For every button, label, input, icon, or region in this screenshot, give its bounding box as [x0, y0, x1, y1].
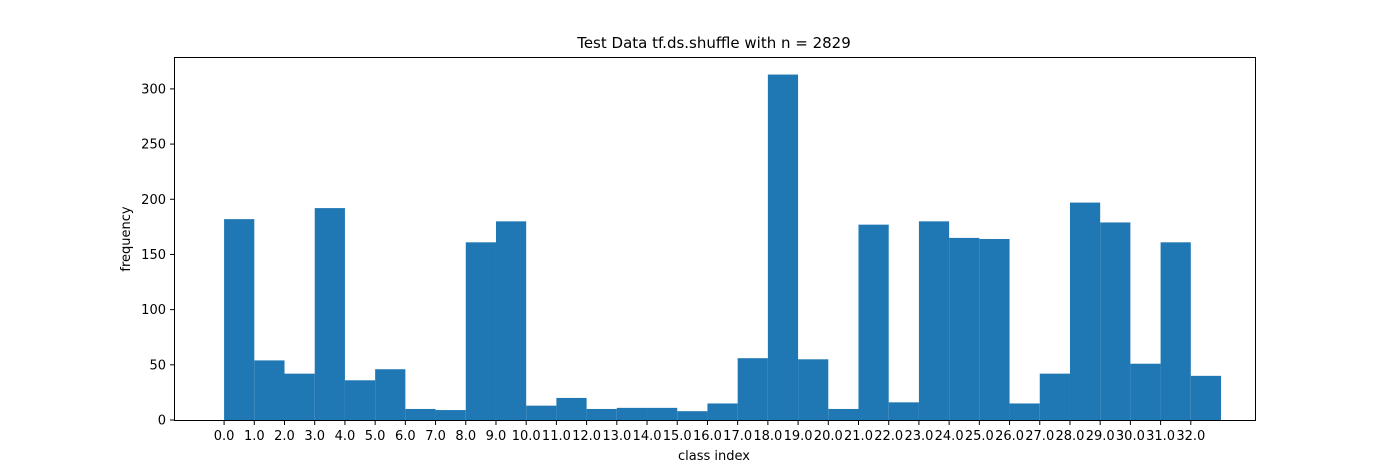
- y-axis-label: frequency: [119, 206, 134, 272]
- x-tick-label: 5.0: [365, 429, 386, 444]
- x-tick-label: 16.0: [693, 429, 722, 444]
- bar: [254, 360, 285, 420]
- x-tick-label: 2.0: [274, 429, 295, 444]
- y-tick-label: 300: [141, 82, 166, 97]
- x-tick-label: 20.0: [814, 429, 843, 444]
- bar: [918, 221, 950, 420]
- y-axis-ticks: 0 50 100 150 200 250 300: [141, 82, 175, 429]
- y-tick-label: 100: [141, 303, 166, 318]
- bar: [647, 407, 678, 420]
- x-tick-label: 1.0: [244, 429, 265, 444]
- bar: [677, 411, 708, 420]
- bar: [375, 369, 406, 420]
- x-tick-label: 24.0: [935, 429, 964, 444]
- chart-title: Test Data tf.ds.shuffle with n = 2829: [576, 34, 851, 52]
- bar: [828, 408, 859, 420]
- bar: [616, 407, 648, 420]
- bar: [344, 380, 376, 420]
- x-tick-label: 28.0: [1055, 429, 1084, 444]
- x-tick-label: 23.0: [904, 429, 933, 444]
- bar: [858, 224, 889, 420]
- x-tick-label: 10.0: [512, 429, 541, 444]
- x-axis-ticks: 0.0 1.0 2.0 3.0 4.0 5.0 6.0 7.0 8.0 9.0 10.0 11.0 12…: [214, 420, 1205, 444]
- x-tick-label: 31.0: [1146, 429, 1175, 444]
- x-tick-label: 14.0: [633, 429, 662, 444]
- y-tick-label: 250: [141, 138, 166, 153]
- bar: [314, 208, 345, 420]
- x-tick-label: 21.0: [844, 429, 873, 444]
- bar: [1069, 202, 1101, 420]
- bar: [526, 405, 557, 420]
- bar: [1039, 373, 1070, 420]
- bar: [586, 408, 617, 420]
- x-tick-label: 12.0: [572, 429, 601, 444]
- x-tick-label: 19.0: [784, 429, 813, 444]
- x-axis-label: class index: [678, 449, 750, 464]
- x-tick-label: 6.0: [395, 429, 416, 444]
- x-tick-label: 11.0: [542, 429, 571, 444]
- bar: [435, 410, 466, 420]
- x-tick-label: 8.0: [455, 429, 476, 444]
- plot-frame: [174, 57, 1256, 421]
- bar: [707, 403, 738, 420]
- y-tick-label: 0: [158, 414, 166, 429]
- x-tick-label: 25.0: [965, 429, 994, 444]
- bar: [495, 221, 527, 420]
- x-tick-label: 27.0: [1025, 429, 1054, 444]
- x-tick-label: 0.0: [214, 429, 235, 444]
- x-tick-label: 9.0: [486, 429, 507, 444]
- x-tick-label: 7.0: [425, 429, 446, 444]
- bar: [1160, 242, 1191, 420]
- x-tick-label: 29.0: [1086, 429, 1115, 444]
- y-tick-label: 50: [149, 358, 166, 373]
- bar: [1190, 375, 1222, 420]
- x-tick-label: 30.0: [1116, 429, 1145, 444]
- bars-group: [224, 74, 1222, 421]
- bar: [1100, 222, 1131, 420]
- bar: [284, 373, 315, 420]
- x-tick-label: 26.0: [995, 429, 1024, 444]
- bar: [798, 359, 829, 420]
- x-tick-label: 32.0: [1176, 429, 1205, 444]
- y-tick-label: 150: [141, 248, 166, 263]
- bar: [1009, 403, 1040, 420]
- y-tick-label: 200: [141, 193, 166, 208]
- x-tick-label: 17.0: [723, 429, 752, 444]
- bar: [888, 402, 919, 420]
- bar: [979, 239, 1010, 420]
- bar: [224, 219, 255, 420]
- bar: [556, 397, 587, 420]
- x-tick-label: 18.0: [753, 429, 782, 444]
- x-tick-label: 13.0: [602, 429, 631, 444]
- bar: [767, 74, 799, 421]
- bar: [465, 242, 496, 420]
- x-tick-label: 3.0: [304, 429, 325, 444]
- bar: [1130, 363, 1161, 420]
- x-tick-label: 4.0: [335, 429, 356, 444]
- x-tick-label: 15.0: [663, 429, 692, 444]
- bar: [737, 358, 768, 420]
- bar: [405, 408, 436, 420]
- x-tick-label: 22.0: [874, 429, 903, 444]
- bar: [949, 237, 980, 420]
